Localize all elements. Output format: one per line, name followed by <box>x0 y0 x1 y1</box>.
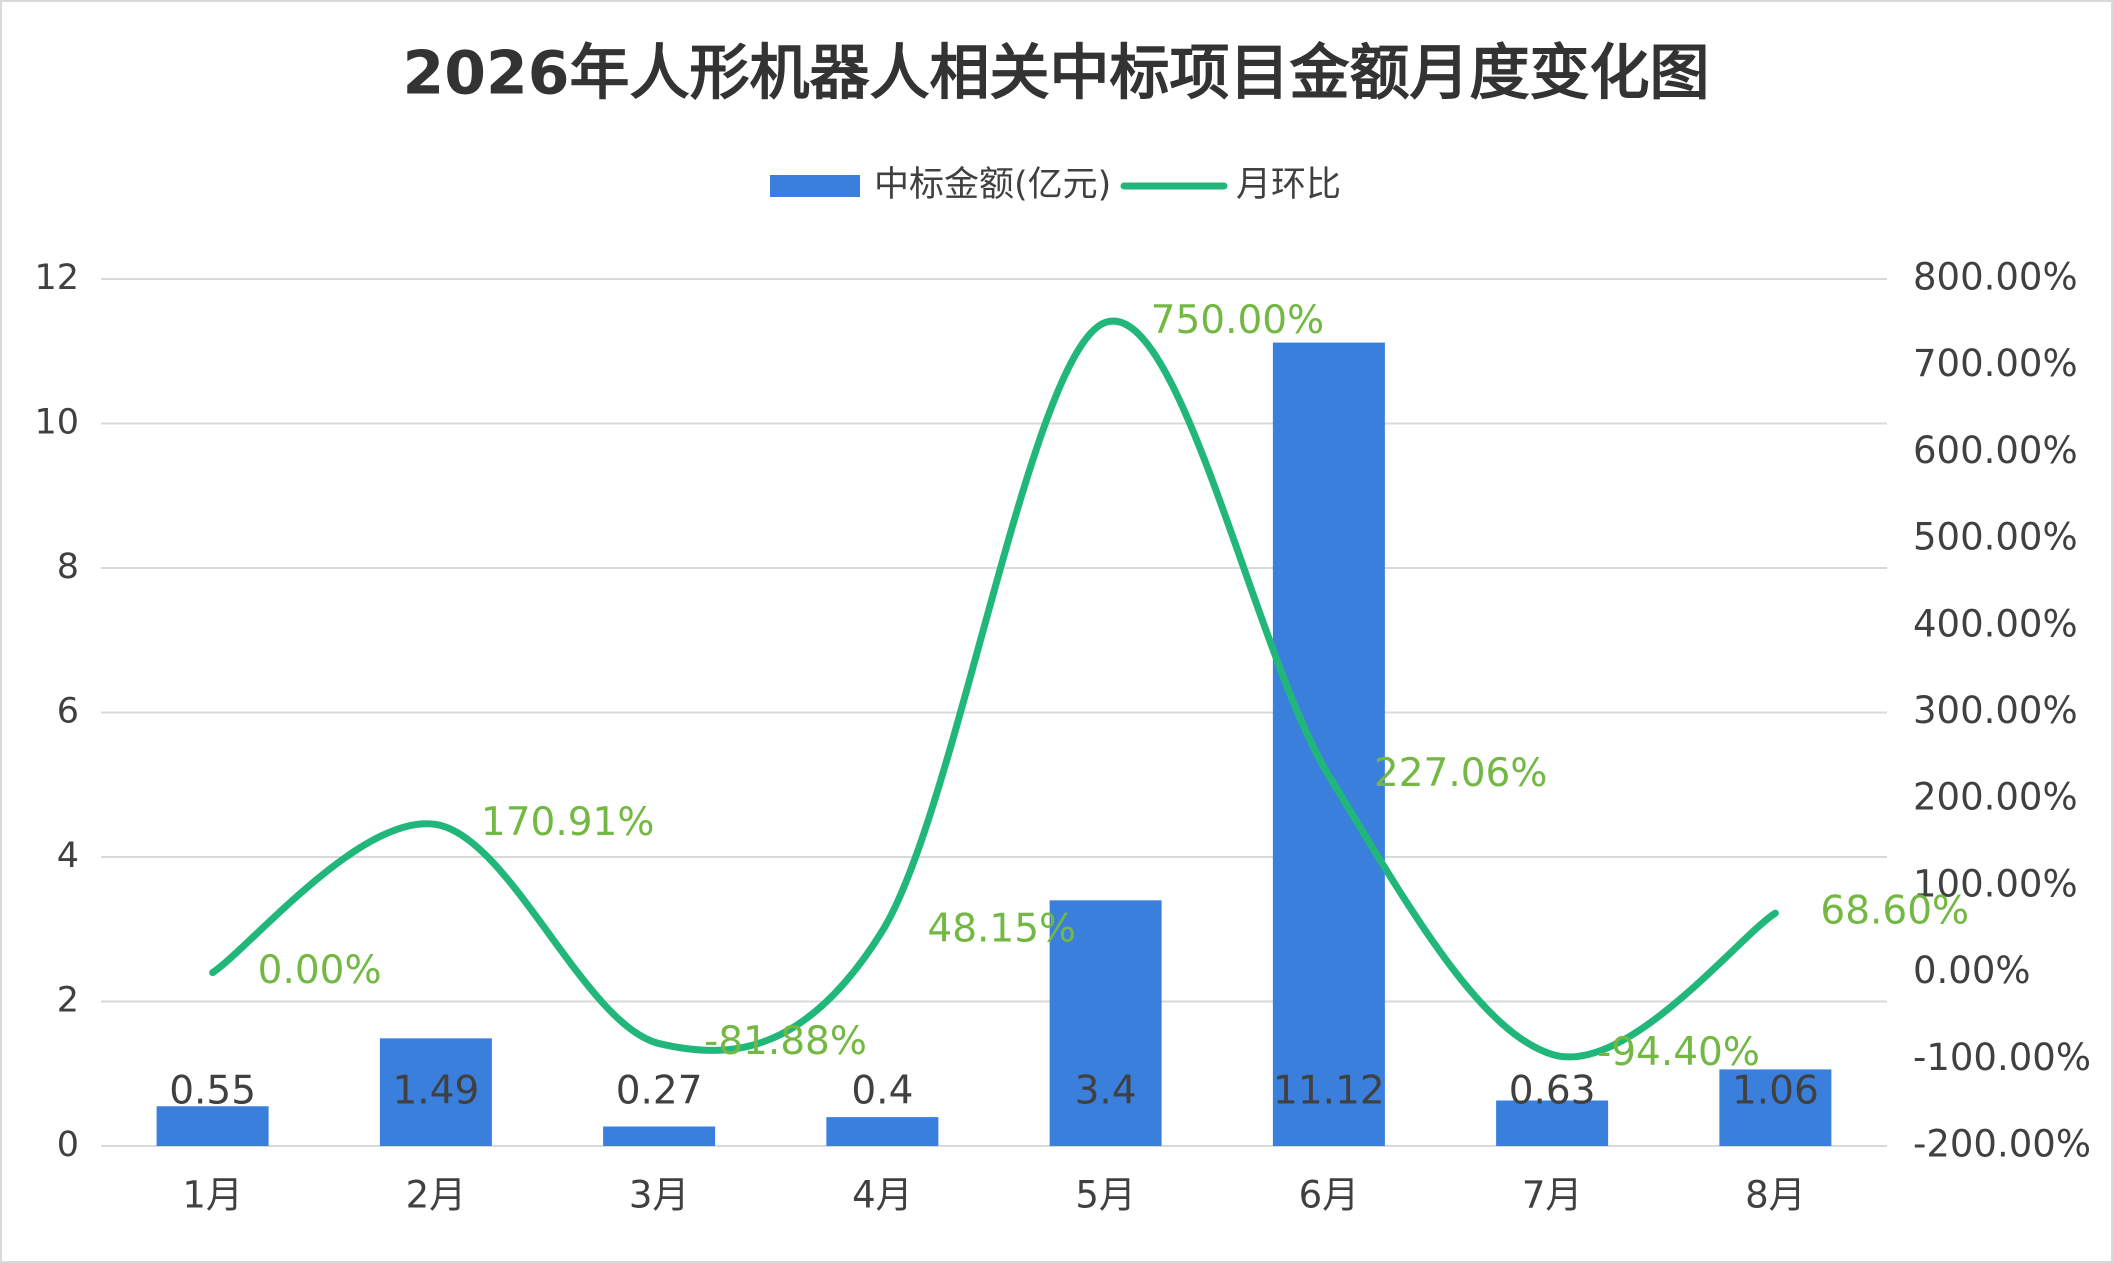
y-tick-label: 8 <box>57 547 79 587</box>
bar-value-label: 11.12 <box>1273 1069 1385 1114</box>
x-tick-label: 4月 <box>852 1174 913 1217</box>
line-value-label: 227.06% <box>1374 751 1548 796</box>
y2-tick-label: 0.00% <box>1913 949 2031 992</box>
line-value-label: -94.40% <box>1597 1030 1760 1075</box>
y-tick-label: 12 <box>34 258 79 298</box>
legend-swatch <box>770 175 860 197</box>
y2-tick-label: -200.00% <box>1913 1123 2091 1166</box>
line <box>209 317 1779 1061</box>
x-tick-label: 7月 <box>1522 1174 1583 1217</box>
line-value-label: 68.60% <box>1820 889 1969 934</box>
y2-tick-label: 100.00% <box>1913 862 2078 905</box>
y2-tick-label: 300.00% <box>1913 689 2078 732</box>
bar-value-label: 0.55 <box>169 1069 256 1114</box>
y-tick-label: 6 <box>57 692 79 732</box>
x-tick-label: 6月 <box>1299 1174 1360 1217</box>
y2-tick-label: 200.00% <box>1913 776 2078 819</box>
x-tick-label: 2月 <box>406 1174 467 1217</box>
bar <box>1496 1100 1609 1146</box>
bar-value-label: 1.06 <box>1732 1069 1819 1114</box>
line-value-label: 0.00% <box>258 948 382 993</box>
bar-value-label: 0.4 <box>851 1069 913 1114</box>
y2-tick-label: 700.00% <box>1913 342 2078 385</box>
bar <box>379 1038 492 1146</box>
bar <box>603 1126 716 1146</box>
y2-tick-label: 600.00% <box>1913 429 2078 472</box>
x-tick-label: 8月 <box>1745 1174 1806 1217</box>
line-value-label: 48.15% <box>927 906 1076 951</box>
y2-tick-label: 500.00% <box>1913 516 2078 559</box>
line-value-label: 750.00% <box>1151 298 1325 343</box>
x-tick-label: 3月 <box>629 1174 690 1217</box>
chart-title: 2026年人形机器人相关中标项目金额月度变化图 <box>403 39 1710 109</box>
legend-label: 月环比 <box>1236 165 1341 205</box>
bar-value-label: 3.4 <box>1075 1069 1137 1114</box>
x-tick-label: 1月 <box>182 1174 243 1217</box>
y-tick-label: 4 <box>57 836 79 876</box>
line-value-label: 170.91% <box>481 800 655 845</box>
bar-value-label: 0.27 <box>616 1069 703 1114</box>
line-value-label: -81.88% <box>704 1019 867 1064</box>
bar <box>1272 342 1385 1147</box>
bar <box>1049 900 1162 1146</box>
bar <box>1719 1069 1832 1146</box>
y-tick-label: 10 <box>34 403 79 443</box>
y-tick-label: 0 <box>57 1125 79 1165</box>
bar-value-label: 0.63 <box>1509 1069 1596 1114</box>
y2-tick-label: -100.00% <box>1913 1036 2091 1079</box>
y2-tick-label: 400.00% <box>1913 602 2078 645</box>
legend-label: 中标金额(亿元) <box>874 165 1111 205</box>
x-tick-label: 5月 <box>1075 1174 1136 1217</box>
bar <box>826 1117 939 1146</box>
bar <box>156 1106 269 1146</box>
y-tick-label: 2 <box>57 981 79 1021</box>
y2-tick-label: 800.00% <box>1913 256 2078 299</box>
bar-value-label: 1.49 <box>392 1069 479 1114</box>
